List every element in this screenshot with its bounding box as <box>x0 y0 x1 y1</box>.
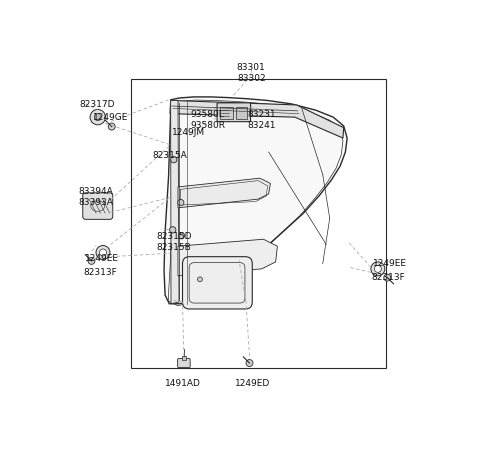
Polygon shape <box>171 101 179 304</box>
Polygon shape <box>170 101 344 138</box>
Text: 1249EE: 1249EE <box>85 254 119 263</box>
Text: 1249GE: 1249GE <box>93 113 128 122</box>
Text: 1249JM: 1249JM <box>172 128 205 137</box>
FancyBboxPatch shape <box>217 103 251 122</box>
Text: 82315A: 82315A <box>153 151 187 160</box>
Polygon shape <box>178 178 270 208</box>
Text: 83301
83302: 83301 83302 <box>237 63 265 83</box>
Text: 1249ED: 1249ED <box>235 380 271 389</box>
FancyBboxPatch shape <box>83 193 113 219</box>
FancyBboxPatch shape <box>182 257 252 309</box>
Circle shape <box>99 249 107 256</box>
Text: 93580L
93580R: 93580L 93580R <box>190 110 225 130</box>
Circle shape <box>90 110 106 125</box>
FancyBboxPatch shape <box>178 358 190 367</box>
Text: 82313F: 82313F <box>83 268 117 277</box>
Circle shape <box>179 232 185 239</box>
Circle shape <box>384 274 391 281</box>
Circle shape <box>171 157 177 163</box>
Text: 83231
83241: 83231 83241 <box>248 110 276 130</box>
Circle shape <box>197 277 203 282</box>
Circle shape <box>371 262 385 276</box>
Circle shape <box>178 199 184 206</box>
Circle shape <box>374 265 381 272</box>
Circle shape <box>108 123 115 130</box>
Text: 82315D
82315B: 82315D 82315B <box>156 232 192 252</box>
Polygon shape <box>164 97 347 304</box>
Circle shape <box>169 226 176 233</box>
Bar <box>220 107 233 119</box>
Circle shape <box>96 246 110 260</box>
Text: 82317D: 82317D <box>79 101 115 110</box>
Text: 1249EE: 1249EE <box>373 259 408 268</box>
Bar <box>182 356 186 360</box>
Bar <box>131 79 385 368</box>
Text: 82313F: 82313F <box>372 273 405 282</box>
Circle shape <box>88 257 95 265</box>
Text: 83394A
83393A: 83394A 83393A <box>79 187 113 207</box>
Bar <box>236 107 247 119</box>
Circle shape <box>94 114 101 120</box>
Polygon shape <box>178 239 277 276</box>
Circle shape <box>246 360 253 366</box>
Text: 1491AD: 1491AD <box>165 380 201 389</box>
